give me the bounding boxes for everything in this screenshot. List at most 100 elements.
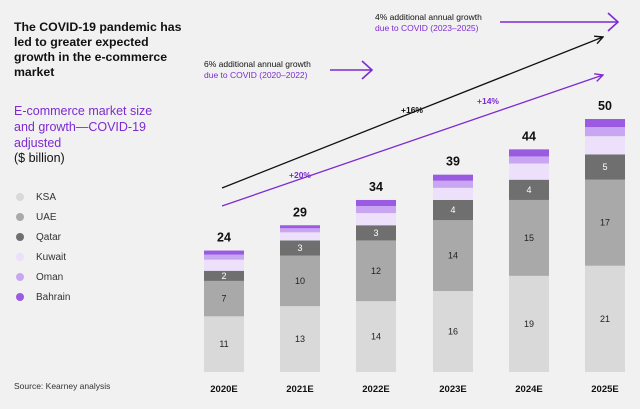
bar-segment-uae-2020e [204,280,244,317]
segment-label-uae-2025e: 17 [600,218,610,228]
total-label-2021e: 29 [293,205,307,219]
annotation-2020-2022-line2: due to COVID (2020–2022) [204,70,308,80]
total-label-2024e: 44 [522,129,536,143]
segment-label-ksa-2025e: 21 [600,314,610,324]
bar-segment-qatar-2021e [280,240,320,256]
legend-item-oman: Oman [16,267,70,287]
cagr-label-black: +16% [401,105,423,115]
page-title: The COVID-19 pandemic has led to greater… [14,20,182,79]
bar-segment-qatar-2023e [433,199,473,221]
bar-segment-bahrain-2020e [204,250,244,255]
segment-label-qatar-2025e: 5 [602,162,607,172]
bar-segment-bahrain-2025e [585,119,625,128]
segment-label-ksa-2020e: 11 [219,339,228,349]
bar-segment-uae-2025e [585,179,625,266]
segment-label-uae-2020e: 7 [221,294,226,304]
bar-segment-ksa-2020e [204,316,244,372]
annotation-2023-2025-line1: 4% additional annual growth [375,12,482,22]
bar-segment-kuwait-2025e [585,136,625,155]
bar-segment-uae-2022e [356,240,396,302]
segment-label-qatar-2021e: 3 [297,243,302,253]
bar-segment-kuwait-2020e [204,259,244,271]
bar-segment-ksa-2023e [433,291,473,372]
legend-item-uae: UAE [16,207,70,227]
bar-segment-ksa-2022e [356,301,396,372]
legend-swatch-ksa [16,193,24,201]
arrow-right-icon [330,60,374,80]
bar-segment-bahrain-2022e [356,199,396,207]
segment-label-qatar-2022e: 3 [373,228,378,238]
segment-label-uae-2023e: 14 [448,251,458,261]
bar-segment-oman-2020e [204,254,244,260]
bar-segment-oman-2023e [433,180,473,188]
legend-label-uae: UAE [36,211,57,223]
total-label-2020e: 24 [217,231,231,245]
total-label-2025e: 50 [598,99,612,113]
annotation-2023-2025-line2: due to COVID (2023–2025) [375,23,479,33]
segment-label-ksa-2022e: 14 [371,332,381,342]
bar-segment-kuwait-2023e [433,187,473,200]
x-tick-label-2024e: 2024E [515,384,542,395]
bar-segment-bahrain-2023e [433,174,473,181]
segment-label-qatar-2020e: 2 [221,271,226,281]
segment-label-ksa-2021e: 13 [295,334,305,344]
legend-item-bahrain: Bahrain [16,287,70,307]
cagr-trend-line-black [221,37,603,189]
legend-swatch-qatar [16,233,24,241]
x-tick-label-2022e: 2022E [362,384,389,395]
bar-segment-uae-2023e [433,220,473,292]
bar-segment-oman-2025e [585,127,625,137]
legend-label-kuwait: Kuwait [36,251,67,263]
legend-swatch-uae [16,213,24,221]
legend-label-bahrain: Bahrain [36,291,71,303]
legend-item-ksa: KSA [16,187,70,207]
cagr-label-purple-2: +14% [477,96,499,106]
segment-label-uae-2021e: 10 [295,276,305,286]
bar-segment-qatar-2024e [509,179,549,200]
segment-label-uae-2024e: 15 [524,233,534,243]
x-tick-label-2023e: 2023E [439,384,466,395]
legend-item-qatar: Qatar [16,227,70,247]
segment-label-qatar-2024e: 4 [526,185,531,195]
segment-label-qatar-2023e: 4 [450,205,455,215]
bar-segment-qatar-2022e [356,225,396,241]
total-label-2023e: 39 [446,155,460,169]
bar-segment-kuwait-2024e [509,163,549,180]
legend-item-kuwait: Kuwait [16,247,70,267]
cagr-trend-line-purple [221,75,603,207]
bar-segment-oman-2022e [356,206,396,214]
segment-label-uae-2022e: 12 [371,266,381,276]
legend-swatch-kuwait [16,253,24,261]
bar-segment-ksa-2025e [585,265,625,372]
cagr-label-purple-1: +20% [289,170,311,180]
legend-swatch-oman [16,273,24,281]
x-tick-label-2020e: 2020E [210,384,237,395]
bar-segment-kuwait-2021e [280,232,320,241]
total-label-2022e: 34 [369,180,383,194]
legend-swatch-bahrain [16,293,24,301]
annotation-2020-2022-line1: 6% additional annual growth [204,59,311,69]
bar-segment-uae-2024e [509,199,549,276]
x-tick-label-2025e: 2025E [591,384,618,395]
bar-segment-oman-2024e [509,156,549,164]
legend-label-ksa: KSA [36,191,57,203]
arrow-right-icon [500,12,620,32]
chart-units: ($ billion) [14,151,65,165]
bar-segment-qatar-2020e [204,270,244,281]
bar-segment-ksa-2024e [509,275,549,372]
bar-segment-oman-2021e [280,228,320,233]
bar-segment-kuwait-2022e [356,213,396,226]
legend-label-qatar: Qatar [36,231,62,243]
source-note: Source: Kearney analysis [14,381,111,391]
x-tick-label-2021e: 2021E [286,384,313,395]
bars-group: 11 7 2 24 2020E 13 10 3 29 2021E 14 12 3 34 2022E 16 14 4… [204,99,625,395]
bar-segment-bahrain-2021e [280,225,320,229]
segment-label-ksa-2024e: 19 [524,319,534,329]
legend-label-oman: Oman [36,271,64,283]
segment-label-ksa-2023e: 16 [448,327,458,337]
chart-legend: KSA UAE Qatar Kuwait Oman Bahrain [16,187,70,307]
bar-segment-uae-2021e [280,255,320,307]
bar-segment-bahrain-2024e [509,149,549,157]
chart-subtitle: E-commerce market size and growth—COVID-… [14,104,153,150]
